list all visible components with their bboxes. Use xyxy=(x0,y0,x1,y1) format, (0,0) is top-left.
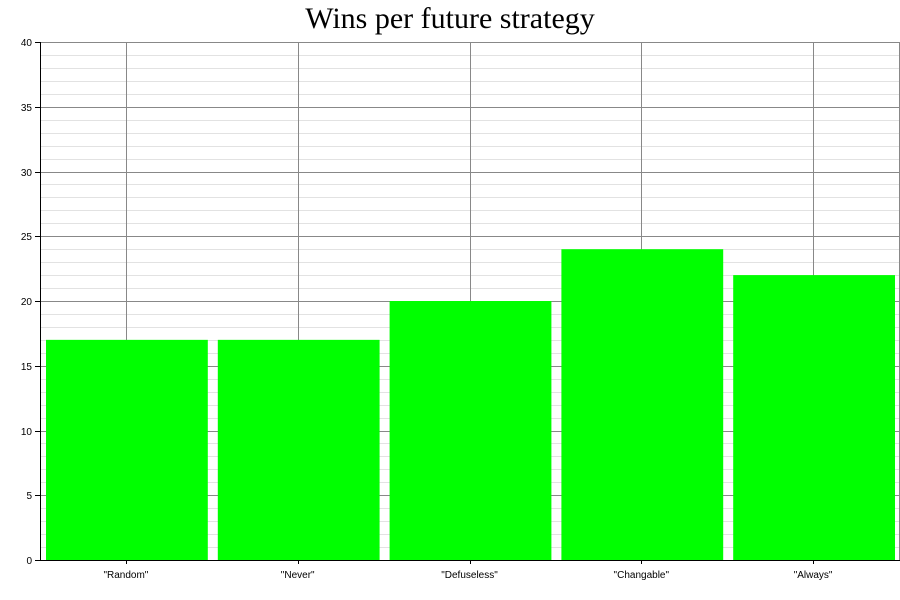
y-tick-labels: 0 5 10 15 20 25 30 35 40 xyxy=(21,38,33,567)
axes xyxy=(35,42,900,564)
x-category-label: "Always" xyxy=(794,570,833,581)
y-tick-label: 25 xyxy=(21,232,33,243)
y-tick-label: 5 xyxy=(26,491,32,502)
y-tick-label: 20 xyxy=(21,297,33,308)
bar xyxy=(733,275,895,560)
chart-title: Wins per future strategy xyxy=(305,2,595,35)
x-category-label: "Defuseless" xyxy=(441,570,498,581)
bars xyxy=(46,249,895,560)
bar xyxy=(46,339,208,560)
x-category-label: "Never" xyxy=(281,570,315,581)
bar xyxy=(217,339,380,560)
y-tick-label: 10 xyxy=(21,427,33,438)
bar xyxy=(561,249,724,560)
y-tick-label: 0 xyxy=(26,556,32,567)
y-tick-label: 40 xyxy=(21,38,33,49)
x-category-labels: "Random" "Never" "Defuseless" "Changable" "A… xyxy=(103,570,832,581)
bar xyxy=(389,301,552,560)
x-category-label: "Changable" xyxy=(614,570,670,581)
y-tick-label: 35 xyxy=(21,103,33,114)
y-tick-label: 30 xyxy=(21,168,33,179)
x-category-label: "Random" xyxy=(103,570,148,581)
y-tick-label: 15 xyxy=(21,362,33,373)
